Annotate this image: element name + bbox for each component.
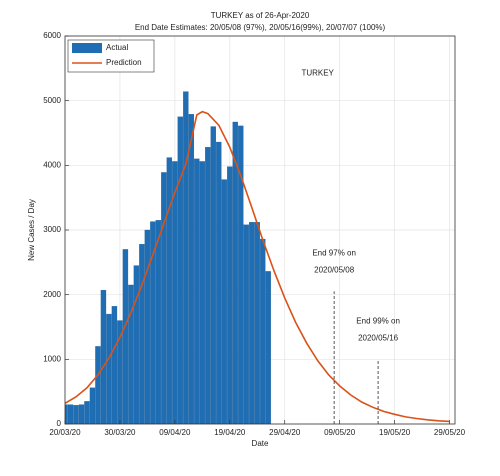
y-tick-label: 6000 <box>43 31 61 40</box>
bar <box>199 161 206 424</box>
x-tick-label: 09/05/20 <box>324 428 356 437</box>
y-tick-label: 1000 <box>43 354 61 363</box>
bar <box>150 221 156 424</box>
bar <box>161 172 167 424</box>
bar <box>166 157 173 424</box>
country-label: TURKEY <box>301 69 334 78</box>
bar <box>122 249 129 424</box>
bar <box>243 224 249 424</box>
y-tick-label: 5000 <box>43 96 61 105</box>
y-tick-label: 4000 <box>43 160 61 169</box>
bar <box>155 220 162 424</box>
bar <box>95 346 101 424</box>
bar <box>249 222 255 424</box>
annotation: End 99% on <box>356 316 400 325</box>
bar <box>67 404 74 424</box>
x-tick-label: 29/05/20 <box>434 428 466 437</box>
legend-label: Actual <box>106 43 128 52</box>
annotation: 2020/05/16 <box>358 333 399 342</box>
bar <box>139 244 145 424</box>
y-axis-label: New Cases / Day <box>27 199 36 261</box>
bar <box>221 179 227 424</box>
bar <box>78 404 85 424</box>
x-tick-label: 29/04/20 <box>269 428 301 437</box>
bar <box>254 222 260 424</box>
prediction-line <box>65 110 450 423</box>
x-axis-label: Date <box>252 439 269 448</box>
bar <box>232 121 238 424</box>
bar <box>210 126 216 424</box>
bar <box>73 405 79 424</box>
chart-subtitle: End Date Estimates: 20/05/08 (97%), 20/0… <box>135 23 386 32</box>
bar <box>216 141 222 424</box>
bar <box>260 238 266 424</box>
bar <box>177 116 184 424</box>
bar <box>144 229 151 424</box>
annotation: 2020/05/08 <box>314 266 355 275</box>
bar <box>183 91 189 424</box>
legend-label: Prediction <box>106 58 142 67</box>
bar <box>188 114 195 424</box>
y-tick-label: 3000 <box>43 225 61 234</box>
y-tick-label: 2000 <box>43 290 61 299</box>
bar <box>265 271 271 424</box>
bar <box>133 265 140 424</box>
bar <box>84 401 90 424</box>
bar <box>227 166 233 424</box>
x-tick-label: 19/04/20 <box>214 428 246 437</box>
y-tick-label: 0 <box>57 419 62 428</box>
bar <box>111 306 118 424</box>
bar <box>100 289 107 424</box>
annotation: End 97% on <box>312 249 356 258</box>
x-tick-label: 20/03/20 <box>49 428 81 437</box>
bar <box>194 158 200 424</box>
x-tick-label: 30/03/20 <box>104 428 136 437</box>
x-tick-label: 19/05/20 <box>379 428 411 437</box>
bar <box>106 313 112 424</box>
bar <box>205 147 211 424</box>
bar <box>128 284 134 424</box>
axes: 0 1000 2000 3000 4000 5000 6000 20/03/20 30/03/2… <box>43 31 465 437</box>
axes-box <box>64 35 456 425</box>
bar <box>89 387 96 424</box>
plot-area <box>65 91 450 424</box>
legend-swatch <box>72 43 102 53</box>
chart-title: TURKEY as of 26-Apr-2020 <box>211 11 310 20</box>
x-tick-label: 09/04/20 <box>159 428 191 437</box>
bar <box>172 161 178 424</box>
legend: Actual Prediction <box>67 39 155 73</box>
bar <box>238 125 244 424</box>
